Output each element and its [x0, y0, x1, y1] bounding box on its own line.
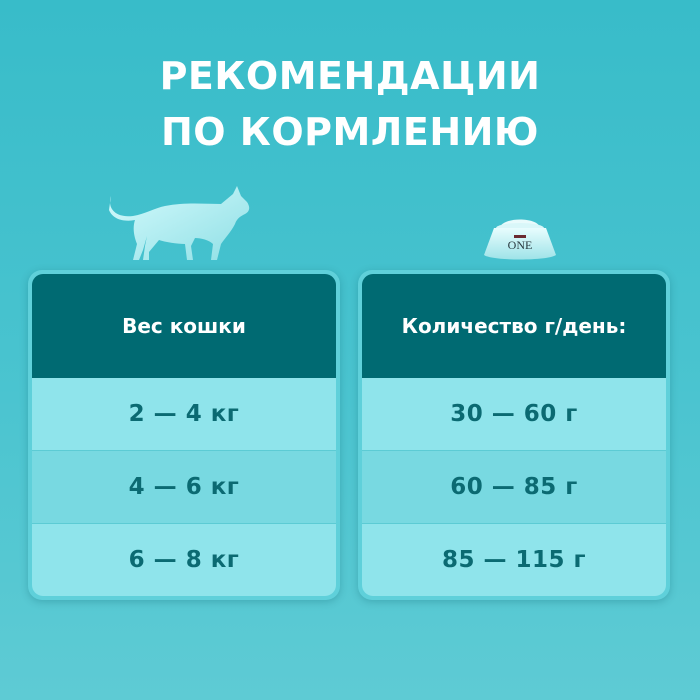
weight-cell: 6 — 8 кг	[32, 523, 336, 596]
weight-cell: 2 — 4 кг	[32, 378, 336, 450]
daily-amount-card: Количество г/день: 30 — 60 г 60 — 85 г 8…	[358, 270, 670, 600]
weight-cell: 4 — 6 кг	[32, 450, 336, 523]
cat-weight-card: Вес кошки 2 — 4 кг 4 — 6 кг 6 — 8 кг	[28, 270, 340, 600]
title-line-2: ПО КОРМЛЕНИЮ	[160, 110, 540, 154]
page-title: РЕКОМЕНДАЦИИ ПО КОРМЛЕНИЮ	[0, 48, 700, 160]
amount-cell: 60 — 85 г	[362, 450, 666, 523]
logo-text: ONE	[508, 238, 533, 252]
cat-icon	[109, 186, 250, 260]
weight-header: Вес кошки	[32, 274, 336, 378]
food-bowl-logo: ONE	[484, 219, 556, 260]
amount-header: Количество г/день:	[362, 274, 666, 378]
amount-cell: 85 — 115 г	[362, 523, 666, 596]
amount-cell: 30 — 60 г	[362, 378, 666, 450]
title-line-1: РЕКОМЕНДАЦИИ	[159, 54, 541, 98]
